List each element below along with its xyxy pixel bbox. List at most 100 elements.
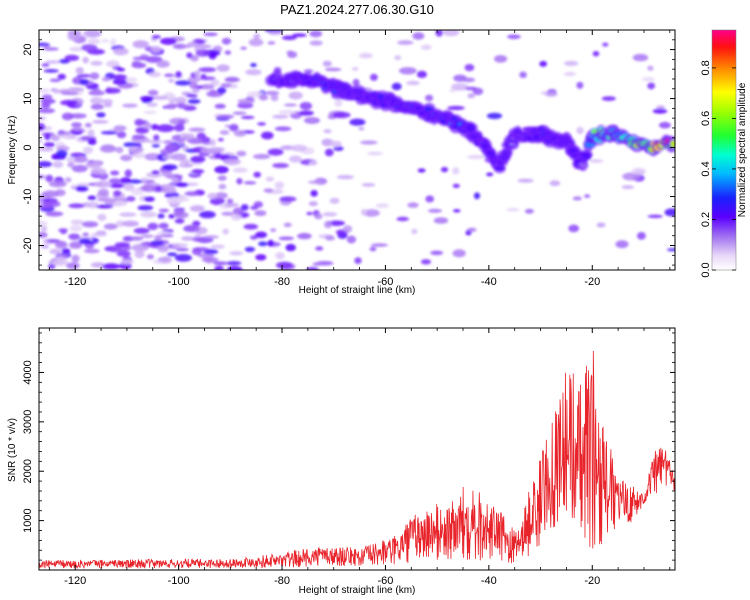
heatmap-cell [268,31,282,35]
heatmap-cell [647,214,663,218]
heatmap-cell [39,42,51,47]
heatmap-cell [253,171,261,178]
heatmap-cell [99,145,117,153]
heatmap-cell [656,105,665,110]
heatmap-cell [109,178,122,184]
heatmap-cell [203,32,218,37]
heatmap-cell [153,134,160,141]
heatmap-cell [140,95,154,101]
heatmap-cell [263,188,274,193]
heatmap-cell [222,228,229,235]
heatmap-cell [39,123,46,131]
heatmap-cell [168,78,175,83]
heatmap-cell [49,78,61,83]
colorbar: 0.0 0.2 0.4 0.6 0.8 Normalized spectral ampl… [700,29,748,278]
heatmap-cell [427,208,443,213]
heatmap-cell [157,245,169,253]
y-tick-label: 1000 [22,508,34,532]
heatmap-cell [83,30,102,38]
heatmap-cell [173,208,185,217]
heatmap-cell [114,242,131,248]
heatmap-cell [66,262,80,270]
heatmap-cell [181,236,195,241]
heatmap-cell [67,32,81,41]
heatmap-cell [473,192,481,200]
heatmap-cell [343,225,353,233]
heatmap-cell [453,209,461,213]
x-tick-label: -20 [584,575,600,587]
heatmap-cell [670,140,675,148]
heatmap-cell [240,46,247,50]
heatmap-cell [467,227,477,232]
heatmap-cell [43,69,59,73]
heatmap-cell [621,185,634,190]
heatmap-cell [308,160,318,166]
heatmap-cell [94,180,112,188]
heatmap-cell [217,175,227,181]
heatmap-cell [283,222,292,228]
heatmap-cell [69,113,87,119]
heatmap-cell [166,196,183,205]
heatmap-cell [582,152,591,160]
heatmap-cell [366,151,383,156]
heatmap-cell [275,252,285,260]
heatmap-cell [87,201,99,209]
heatmap-cell [322,60,332,67]
heatmap-cell [196,132,206,140]
heatmap-cell [322,212,338,217]
colorbar-frame [711,29,737,271]
heatmap-cell [75,67,84,74]
heatmap-cell [397,40,414,45]
heatmap-cell [229,84,238,89]
heatmap-cell [324,67,342,72]
y-tick-label: 0 [22,144,34,150]
heatmap-cell [97,213,107,221]
heatmap-cell [113,74,128,81]
heatmap-cell [191,169,205,174]
heatmap-cell [197,253,215,258]
heatmap-cell [69,46,84,52]
heatmap-cell [194,70,201,78]
heatmap-cell [524,208,534,214]
heatmap-cell [90,60,103,66]
heatmap-cell [449,89,456,93]
heatmap-cell [486,112,503,120]
heatmap-cell [323,129,332,134]
heatmap-cell [351,66,359,71]
y-tick-label: 3000 [22,410,34,434]
heatmap-cell [232,167,248,173]
snr-x-axis-label: Height of straight line (km) [299,585,416,596]
heatmap-cell [49,248,62,255]
heatmap-cell [71,122,82,128]
heatmap-cell [130,236,144,241]
heatmap-cell [160,37,177,45]
heatmap-cell [41,94,53,101]
heatmap-cell [103,223,118,230]
heatmap-cell [119,177,131,184]
heatmap-cell [229,123,239,132]
heatmap-cell [325,235,335,241]
heatmap-cell [71,254,80,263]
heatmap-cell [79,79,89,85]
heatmap-cell [130,187,144,196]
heatmap-cell [539,60,548,67]
heatmap-cell [430,250,444,256]
heatmap-cell [192,237,204,242]
heatmap-cell [184,191,199,197]
heatmap-cell [42,200,61,208]
heatmap-cell [576,81,584,89]
heatmap-cell [451,83,469,91]
heatmap-y-axis-label: Frequency (Hz) [7,116,18,185]
heatmap-cell [289,155,302,163]
heatmap-cell [110,38,117,47]
heatmap-cell [148,71,161,78]
heatmap-cell [265,176,275,182]
heatmap-cell [57,73,66,80]
heatmap-cell [309,30,323,38]
y-tick-label: -10 [22,189,34,205]
heatmap-cell [131,152,146,159]
x-tick-label: -80 [274,276,290,288]
heatmap-cell [324,148,334,157]
heatmap-cell [96,112,106,118]
heatmap-cells [39,30,675,270]
